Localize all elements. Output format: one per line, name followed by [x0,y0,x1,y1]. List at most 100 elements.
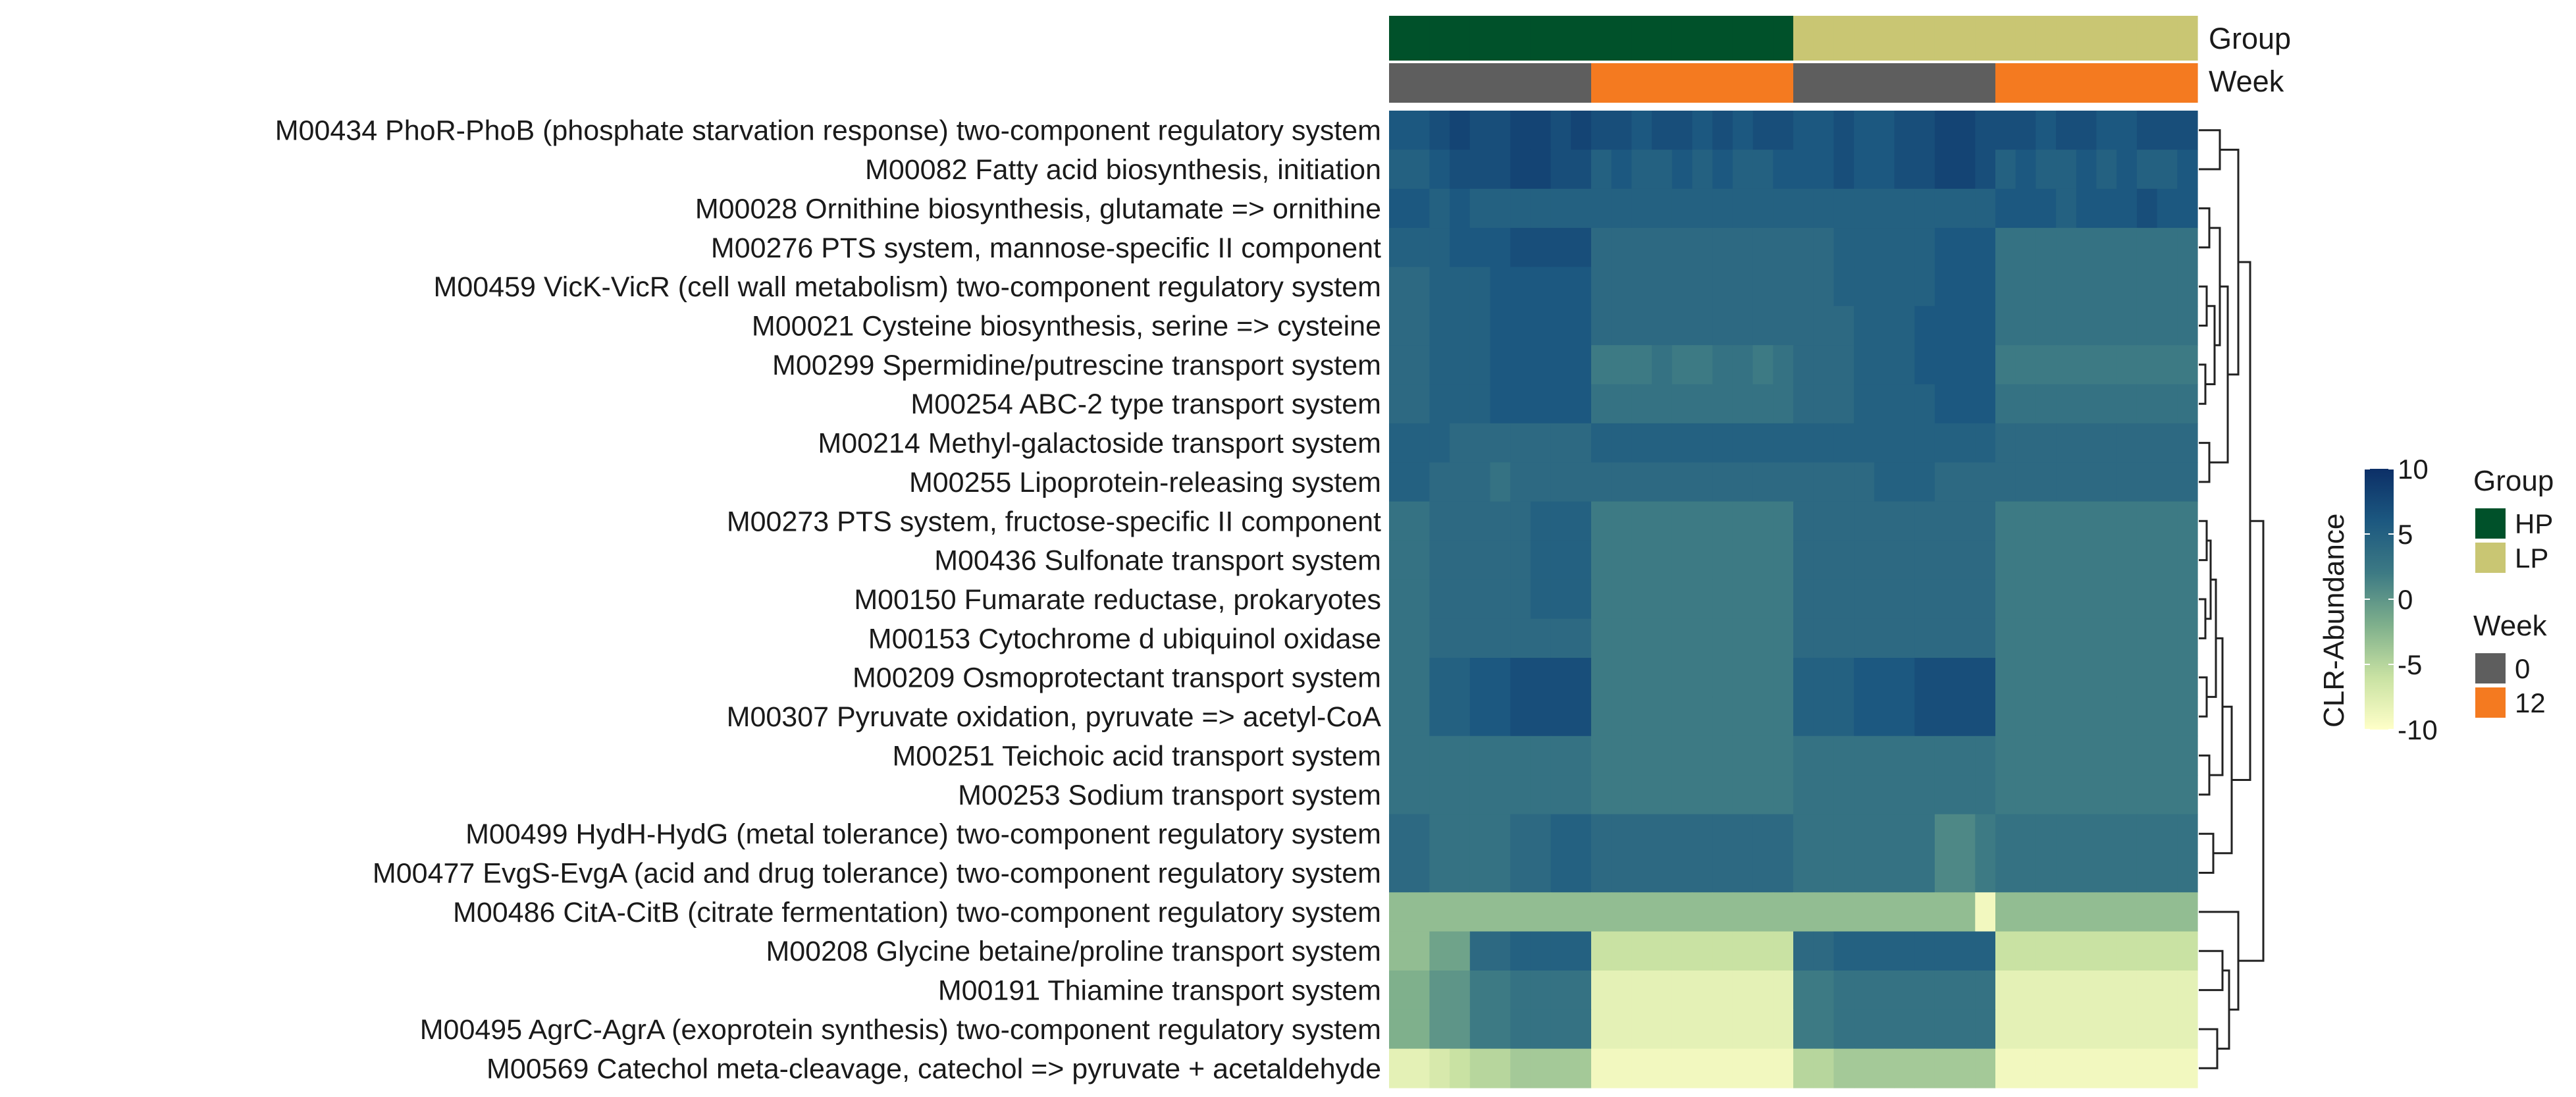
heatmap-cell [1793,384,1814,424]
heatmap-cell [2015,853,2036,893]
heatmap-cell [1813,579,1834,620]
heatmap-cell [1692,188,1713,228]
heatmap-cell [2136,1009,2158,1050]
week-annotation-cell [2157,63,2178,103]
heatmap-cell [1995,697,2016,737]
heatmap-cell [1389,423,1410,463]
heatmap-cell [1793,931,1814,971]
heatmap-cell [1550,853,1571,893]
heatmap-cell [2015,306,2036,346]
heatmap-cell [1530,931,1552,971]
heatmap-cell [1490,111,1511,150]
heatmap-cell [1671,892,1693,932]
heatmap-cell [1692,775,1713,815]
heatmap-cell [1894,423,1915,463]
heatmap-cell [1854,658,1875,697]
heatmap-cell [1692,736,1713,776]
heatmap-cell [1389,306,1410,346]
heatmap-cell [2136,540,2158,580]
heatmap-cell [1571,111,1592,150]
heatmap-cell [1874,931,1895,971]
heatmap-cell [1652,540,1673,580]
heatmap-cell [1631,853,1652,893]
heatmap-cell [1793,462,1814,502]
week-annotation-cell [1490,63,1511,103]
heatmap-cell [2056,345,2077,385]
heatmap-cell [1692,658,1713,697]
heatmap-cell [1833,736,1854,776]
heatmap-cell [2056,267,2077,307]
heatmap-cell [1510,736,1531,776]
heatmap-cell [1773,384,1794,424]
group-annotation-cell [1652,16,1673,61]
heatmap-cell [1874,228,1895,268]
heatmap-cell [1510,501,1531,541]
row-label: M00254 ABC-2 type transport system [910,388,1381,420]
heatmap-cell [1652,931,1673,971]
heatmap-cell [1955,111,1976,150]
group-annotation-cell [1591,16,1612,61]
heatmap-cell [1995,384,2016,424]
heatmap-cell [1591,579,1612,620]
heatmap-cell [2136,579,2158,620]
heatmap-cell [1894,384,1915,424]
heatmap-cell [1813,384,1834,424]
heatmap-cell [2056,775,2077,815]
heatmap-cell [1854,540,1875,580]
heatmap-cell [1652,345,1673,385]
heatmap-cell [2116,736,2138,776]
heatmap-cell [1773,306,1794,346]
heatmap-cell [2015,931,2036,971]
dendrogram-branch [2199,207,2211,249]
heatmap-cell [1631,228,1652,268]
heatmap-cell [2096,618,2117,658]
heatmap-cell [1469,853,1491,893]
heatmap-cell [1550,149,1571,190]
heatmap-cell [1712,501,1733,541]
heatmap-cell [2036,306,2057,346]
heatmap-cell [1793,540,1814,580]
heatmap-cell [1611,384,1632,424]
heatmap-cell [1793,853,1814,893]
heatmap-cell [1732,423,1754,463]
heatmap-cell [1712,970,1733,1010]
heatmap-cell [1571,697,1592,737]
week-annotation-cell [2096,63,2117,103]
week-annotation-cell [1773,63,1794,103]
heatmap-cell [2036,970,2057,1010]
heatmap-cell [1712,384,1733,424]
row-label: M00253 Sodium transport system [958,780,1381,811]
heatmap-cell [1833,267,1854,307]
heatmap-cell [1995,228,2016,268]
heatmap-cell [1833,384,1854,424]
dendrogram-branch [2199,129,2221,171]
heatmap-cell [1874,1009,1895,1050]
dendrogram-branch [2199,598,2207,639]
heatmap-cell [1874,501,1895,541]
heatmap-cell [1833,579,1854,620]
heatmap-cell [1975,775,1996,815]
heatmap-cell [1429,618,1450,658]
heatmap-cell [1490,1048,1511,1088]
heatmap-cell [1611,931,1632,971]
heatmap-cell [1530,1048,1552,1088]
heatmap-cell [2136,1048,2158,1088]
heatmap-cell [1854,267,1875,307]
heatmap-cell [1793,423,1814,463]
heatmap-cell [1591,345,1612,385]
heatmap-cell [1571,267,1592,307]
heatmap-cell [1490,579,1511,620]
heatmap-cell [1894,540,1915,580]
heatmap-cell [2036,540,2057,580]
dendrogram-branch [2199,1028,2219,1069]
heatmap-cell [1833,892,1854,932]
heatmap-cell [1550,384,1571,424]
heatmap-cell [1450,736,1471,776]
heatmap-cell [2056,540,2077,580]
heatmap-cell [1813,540,1834,580]
heatmap-cell [1571,736,1592,776]
heatmap-cell [2116,423,2138,463]
heatmap-cell [1934,149,1956,190]
week-annotation-cell [1854,63,1875,103]
heatmap-cell [1692,111,1713,150]
